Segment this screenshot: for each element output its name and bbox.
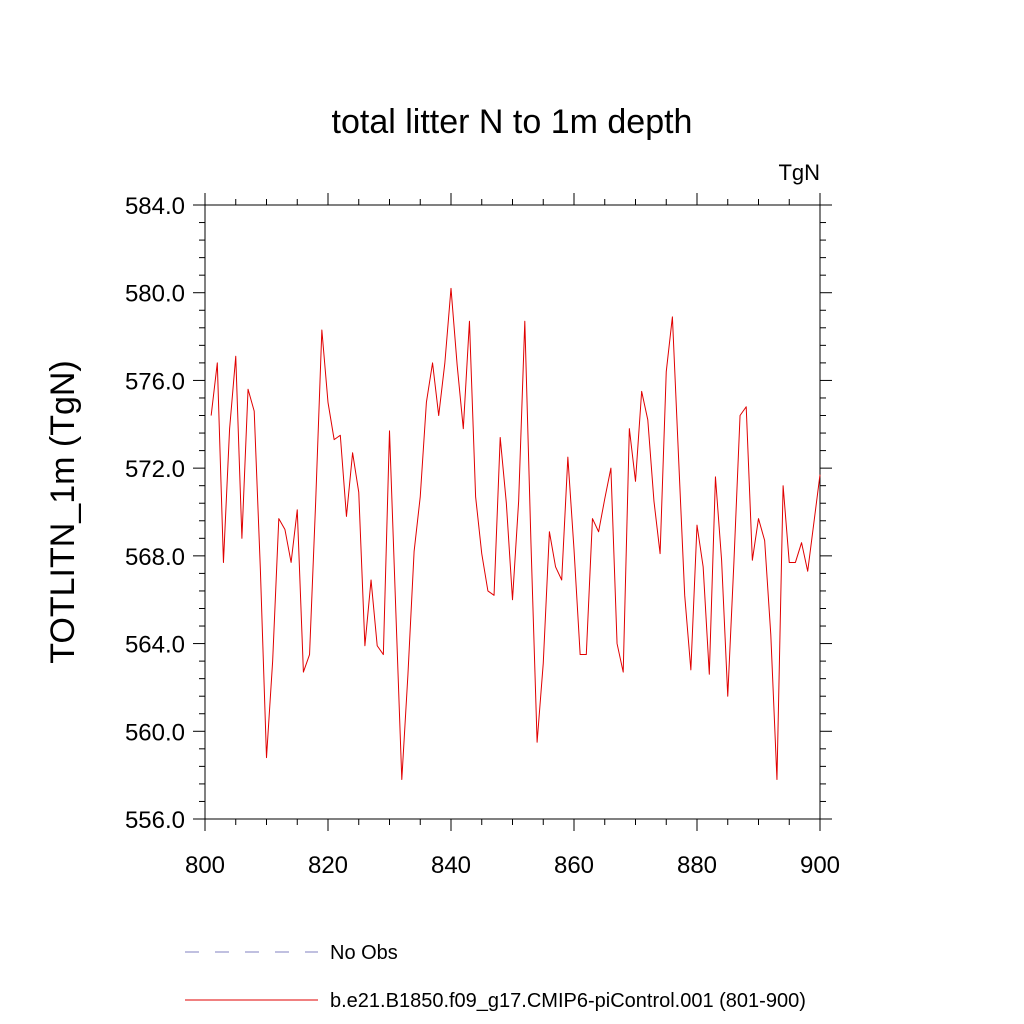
- y-axis-label: TOTLITN_1m (TgN): [44, 360, 82, 664]
- x-tick-label: 880: [677, 852, 717, 879]
- y-tick-label: 560.0: [125, 719, 185, 746]
- y-tick-label: 572.0: [125, 456, 185, 483]
- axis-ticks: [193, 193, 832, 831]
- y-tick-label: 584.0: [125, 193, 185, 220]
- x-tick-label: 900: [800, 852, 840, 879]
- series-line: [210, 287, 821, 781]
- x-tick-label: 820: [308, 852, 348, 879]
- legend-label: No Obs: [330, 942, 398, 964]
- x-tick-label: 840: [431, 852, 471, 879]
- legend: No Obs b.e21.B1850.f09_g17.CMIP6-piContro…: [185, 942, 806, 1012]
- chart-title: total litter N to 1m depth: [332, 103, 693, 141]
- y-tick-label: 556.0: [125, 807, 185, 834]
- y-tick-label: 576.0: [125, 368, 185, 395]
- legend-label: b.e21.B1850.f09_g17.CMIP6-piControl.001 …: [330, 990, 806, 1012]
- y-tick-label: 580.0: [125, 281, 185, 308]
- x-tick-label: 860: [554, 852, 594, 879]
- x-tick-label: 800: [185, 852, 225, 879]
- units-label: TgN: [778, 160, 820, 185]
- y-tick-label: 564.0: [125, 632, 185, 659]
- axis-tick-labels: 800 820 840 860 880 900 556.0 560.0 564.0 568.0 57…: [125, 193, 840, 879]
- y-tick-label: 568.0: [125, 544, 185, 571]
- series-layer: [210, 287, 821, 781]
